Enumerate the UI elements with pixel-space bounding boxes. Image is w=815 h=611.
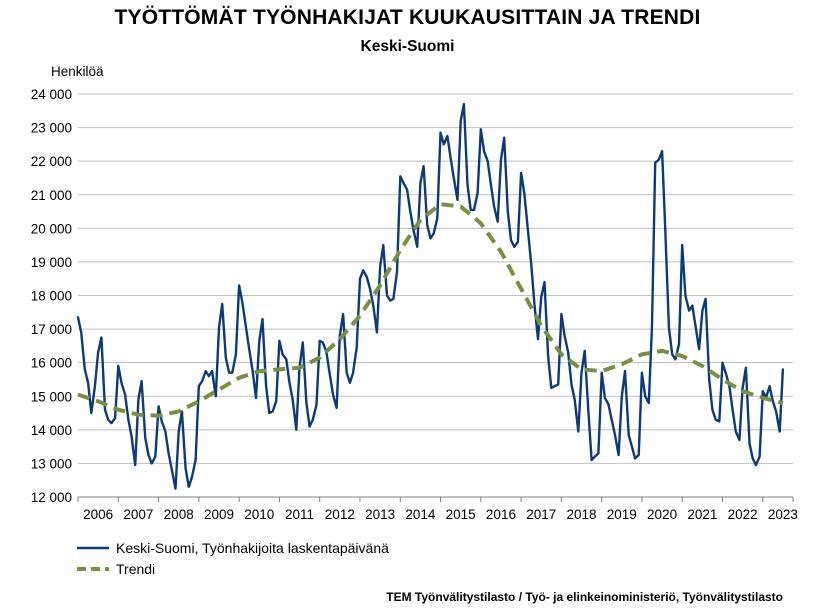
chart-subtitle: Keski-Suomi (360, 38, 455, 55)
x-tick-label: 2015 (446, 507, 476, 522)
x-tick-label: 2016 (486, 507, 516, 522)
legend: Keski-Suomi, Työnhakijoita laskentapäivä… (76, 537, 389, 579)
series-line-trend (77, 202, 784, 418)
y-tick-label: 14 000 (31, 423, 72, 438)
y-tick-label: 13 000 (31, 456, 72, 471)
y-tick-label: 12 000 (31, 490, 72, 505)
line-chart: 12 000 13 000 14 000 15 000 16 000 17 000 18 0… (31, 87, 798, 522)
x-tick-label: 2009 (204, 507, 234, 522)
x-tick-label: 2008 (164, 507, 194, 522)
x-tick-label: 2010 (244, 507, 274, 522)
x-tick-label: 2017 (526, 507, 556, 522)
y-tick-label: 22 000 (31, 154, 72, 169)
x-tick-label: 2006 (83, 507, 113, 522)
legend-item-monthly: Keski-Suomi, Työnhakijoita laskentapäivä… (76, 537, 389, 558)
x-tick-label: 2012 (325, 507, 355, 522)
legend-item-trend: Trendi (76, 558, 389, 579)
legend-label-trend: Trendi (116, 560, 156, 577)
series-line-monthly (76, 102, 785, 490)
y-axis-unit-label: Henkilöä (51, 64, 104, 79)
y-tick-label: 19 000 (31, 255, 72, 270)
x-tick-label: 2021 (687, 507, 717, 522)
y-tick-label: 17 000 (31, 322, 72, 337)
y-tick-label: 15 000 (31, 389, 72, 404)
x-tick-label: 2023 (768, 507, 798, 522)
x-tick-label: 2007 (123, 507, 153, 522)
y-tick-label: 21 000 (31, 188, 72, 203)
x-tick-label: 2014 (405, 507, 436, 522)
x-tick-label: 2013 (365, 507, 395, 522)
y-tick-label: 20 000 (31, 221, 72, 236)
y-tick-label: 23 000 (31, 121, 72, 136)
y-tick-label: 24 000 (31, 87, 72, 102)
source-note: TEM Työnvälitystilasto / Työ- ja elinkei… (386, 590, 783, 604)
chart-title: TYÖTTÖMÄT TYÖNHAKIJAT KUUKAUSITTAIN JA T… (114, 6, 701, 29)
y-tick-label: 18 000 (31, 289, 72, 304)
x-tick-label: 2018 (566, 507, 596, 522)
legend-label-monthly: Keski-Suomi, Työnhakijoita laskentapäivä… (116, 539, 389, 556)
x-tick-label: 2022 (728, 507, 758, 522)
legend-swatch-trend (77, 566, 109, 571)
x-tick-label: 2019 (607, 507, 637, 522)
y-tick-label: 16 000 (31, 356, 72, 371)
legend-swatch-monthly (77, 546, 109, 549)
x-tick-label: 2011 (285, 507, 314, 522)
x-tick-label: 2020 (647, 507, 677, 522)
